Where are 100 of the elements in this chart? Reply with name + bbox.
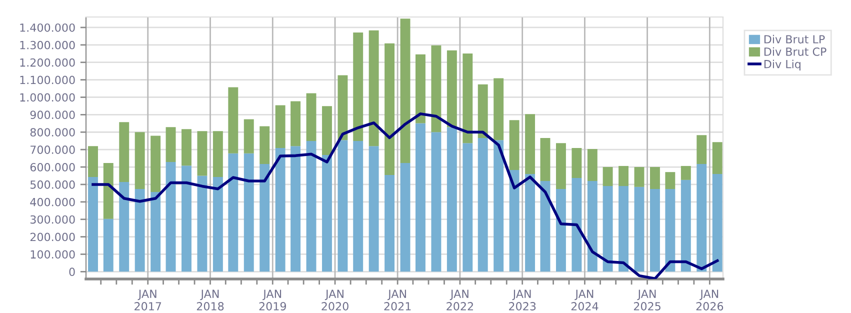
bar xyxy=(166,127,176,162)
bar xyxy=(338,75,348,140)
bar xyxy=(494,140,504,272)
bar xyxy=(103,163,114,219)
bar xyxy=(602,186,613,272)
legend-label: Div Brut CP xyxy=(764,47,826,56)
x-tick-label: JAN 2025 xyxy=(634,290,660,310)
bar xyxy=(338,140,348,272)
y-tick-label: 900.000 xyxy=(30,110,75,120)
bar xyxy=(368,146,379,272)
bar xyxy=(602,167,613,186)
bar xyxy=(306,141,316,272)
bar xyxy=(446,50,457,128)
y-tick-label: 600.000 xyxy=(30,162,75,172)
bar xyxy=(540,138,550,181)
bar xyxy=(446,127,457,272)
y-tick-label: 1.200.000 xyxy=(20,58,75,67)
bar xyxy=(228,153,238,272)
bar xyxy=(696,164,707,272)
y-tick-label: 800.000 xyxy=(30,128,75,137)
bar xyxy=(119,122,130,182)
bar xyxy=(212,131,223,177)
bar xyxy=(665,188,676,272)
bar xyxy=(618,166,629,186)
bar xyxy=(572,148,582,178)
bar xyxy=(119,182,130,272)
bar xyxy=(462,53,473,144)
bar xyxy=(353,141,364,272)
bar xyxy=(322,106,332,155)
bar xyxy=(166,162,176,272)
y-tick-label: 1.400.000 xyxy=(20,23,75,32)
bar xyxy=(244,119,254,154)
bar xyxy=(462,143,473,272)
y-tick-label: 1.000.000 xyxy=(20,93,75,102)
bar xyxy=(275,148,286,272)
legend-label: Div Liq xyxy=(764,60,800,70)
x-tick-label: JAN 2026 xyxy=(696,290,724,310)
x-tick-label: JAN 2017 xyxy=(134,290,162,310)
bar xyxy=(650,188,660,272)
bar xyxy=(634,167,644,187)
bar xyxy=(197,176,208,272)
bar xyxy=(353,32,364,142)
bar xyxy=(478,84,488,138)
x-tick-label: JAN 2018 xyxy=(196,290,224,310)
bar xyxy=(712,142,722,174)
bar xyxy=(290,101,301,146)
bar xyxy=(134,132,145,189)
bar xyxy=(680,180,691,272)
bar xyxy=(150,192,161,272)
bar xyxy=(556,188,566,272)
bar xyxy=(103,218,114,272)
bar xyxy=(322,154,332,272)
bar xyxy=(494,78,504,140)
bar xyxy=(182,166,192,272)
bar xyxy=(634,186,644,272)
y-tick-label: 1.300.000 xyxy=(20,40,75,50)
y-tick-label: 100.000 xyxy=(30,250,75,259)
y-tick-label: 400.000 xyxy=(30,198,75,206)
bar xyxy=(134,188,145,272)
bar xyxy=(509,120,520,170)
bar xyxy=(665,172,676,189)
bar xyxy=(525,174,536,272)
bar xyxy=(525,114,536,174)
bar xyxy=(587,149,598,181)
bar xyxy=(540,180,550,272)
bar xyxy=(244,153,254,272)
x-tick-label: JAN 2023 xyxy=(509,290,536,310)
bar xyxy=(431,132,442,272)
bar xyxy=(88,146,98,177)
bar xyxy=(88,176,98,272)
x-tick-label: JAN 2019 xyxy=(259,290,286,310)
bar xyxy=(306,93,316,142)
y-tick-label: 300.000 xyxy=(30,215,75,224)
bar xyxy=(182,129,192,166)
bar xyxy=(384,175,395,272)
bar xyxy=(197,131,208,176)
bar xyxy=(400,18,410,163)
y-tick-label: 200.000 xyxy=(30,232,75,242)
bar xyxy=(275,105,286,148)
bar xyxy=(696,135,707,164)
bar xyxy=(556,143,566,189)
x-tick-label: JAN 2020 xyxy=(322,290,348,310)
x-tick-label: JAN 2021 xyxy=(384,290,411,310)
y-tick-label: 700.000 xyxy=(30,146,75,154)
bar xyxy=(368,30,379,146)
bar xyxy=(212,176,223,272)
x-tick-label: JAN 2022 xyxy=(446,290,473,310)
bar xyxy=(384,43,395,176)
bar xyxy=(587,180,598,272)
y-tick-label: 1.100.000 xyxy=(20,76,75,84)
bar xyxy=(416,54,426,124)
bar xyxy=(416,123,426,272)
line-series xyxy=(92,112,719,279)
bar xyxy=(260,126,270,164)
bar xyxy=(290,146,301,272)
legend-label: Div Brut LP xyxy=(764,34,825,44)
bar xyxy=(478,138,488,272)
bar xyxy=(260,164,270,272)
bar xyxy=(572,178,582,272)
bar xyxy=(712,174,722,272)
